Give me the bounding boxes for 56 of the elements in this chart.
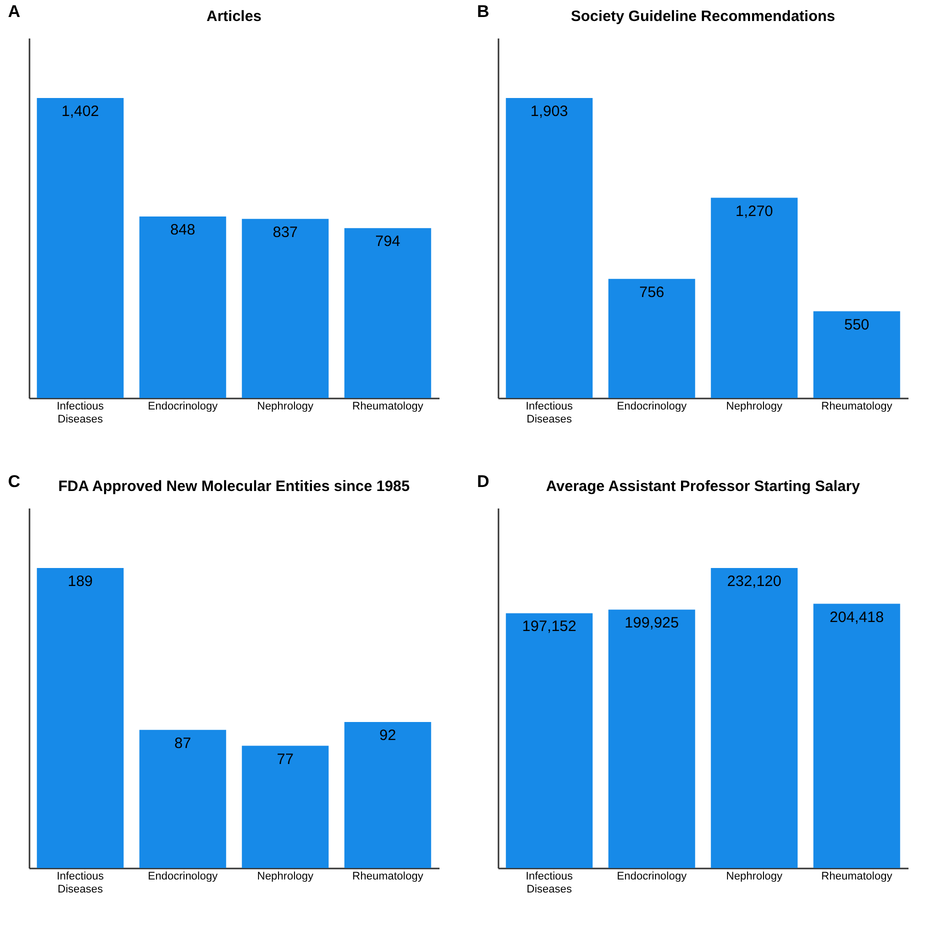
data-label: 92	[379, 726, 396, 744]
bar	[344, 722, 432, 868]
x-tick-label: Endocrinology	[616, 870, 688, 882]
x-tick-label: Nephrology	[726, 400, 783, 412]
text: A	[6, 2, 22, 22]
x-tick-label: Endocrinology	[616, 400, 688, 412]
bar	[242, 218, 329, 398]
bar	[139, 216, 226, 398]
bar	[813, 604, 900, 868]
bar	[139, 730, 226, 868]
text: D	[475, 472, 492, 492]
bar	[710, 198, 798, 398]
chart-title: Articles	[206, 8, 262, 25]
bar	[36, 568, 124, 868]
x-tick-label: Rheumatology	[821, 870, 893, 882]
bar	[36, 98, 124, 398]
chart-title: FDA Approved New Molecular Entities since 1985	[58, 478, 410, 495]
text: C	[6, 472, 22, 492]
data-label: 87	[174, 734, 192, 752]
data-label: 1,402	[61, 103, 100, 120]
x-tick-label: Nephrology	[257, 870, 314, 882]
text: B	[475, 2, 492, 22]
data-label: 197,152	[522, 618, 576, 636]
bar	[344, 228, 432, 398]
bar	[710, 568, 798, 868]
x-tick-label: Endocrinology	[148, 870, 218, 882]
bar	[242, 746, 329, 868]
chart-title: Average Assistant Professor Starting Salary	[546, 478, 861, 495]
x-tick-label: Infectious Diseases	[56, 870, 104, 896]
bar	[506, 613, 593, 868]
x-tick-label: Endocrinology	[148, 400, 218, 412]
data-label: 756	[639, 284, 664, 301]
data-label: 794	[375, 233, 400, 250]
x-tick-label: Infectious Diseases	[526, 870, 574, 896]
x-tick-label: Rheumatology	[352, 870, 424, 882]
bar	[506, 98, 593, 398]
data-label: 189	[68, 573, 93, 590]
data-label: 1,903	[530, 103, 568, 120]
x-tick-label: Nephrology	[726, 870, 783, 882]
bar	[813, 311, 900, 398]
x-tick-label: Rheumatology	[352, 400, 424, 412]
x-tick-label: Nephrology	[257, 400, 314, 412]
data-label: 204,418	[830, 608, 884, 626]
data-label: 848	[170, 222, 196, 239]
x-tick-label: Rheumatology	[821, 400, 893, 412]
x-tick-label: Infectious Diseases	[56, 400, 104, 426]
bar	[608, 278, 696, 398]
x-tick-label: Infectious Diseases	[526, 400, 574, 426]
chart-title: Society Guideline Recommendations	[570, 8, 836, 25]
data-label: 550	[844, 316, 870, 334]
data-label: 199,925	[624, 614, 679, 632]
data-label: 77	[276, 750, 294, 768]
data-label: 232,120	[727, 573, 782, 590]
bar	[608, 610, 696, 868]
data-label: 1,270	[735, 202, 774, 220]
data-label: 837	[272, 224, 298, 241]
